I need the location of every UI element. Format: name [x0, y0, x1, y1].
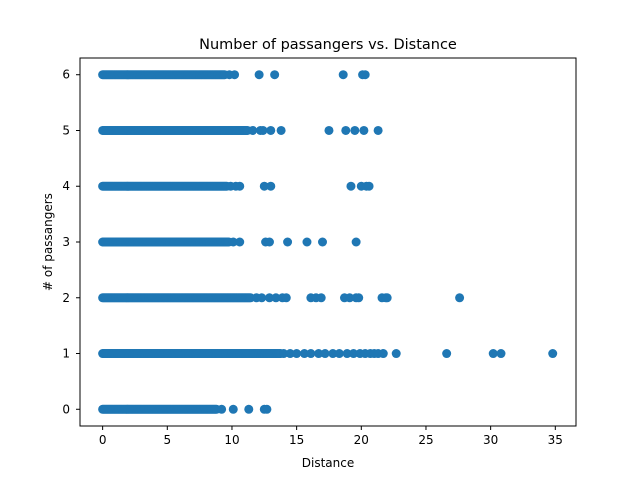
- data-point: [373, 125, 383, 135]
- data-point: [488, 349, 498, 359]
- y-tick-label: 0: [62, 402, 70, 416]
- data-point: [328, 349, 338, 359]
- data-point: [279, 349, 289, 359]
- data-point: [276, 125, 286, 135]
- data-point: [264, 237, 274, 247]
- data-point: [306, 349, 316, 359]
- x-tick-label: 10: [224, 433, 239, 447]
- data-point: [442, 349, 452, 359]
- data-point: [350, 125, 360, 135]
- data-point: [354, 293, 364, 303]
- x-tick-label: 15: [289, 433, 304, 447]
- data-point: [292, 349, 302, 359]
- data-point: [302, 237, 312, 247]
- x-tick-label: 30: [483, 433, 498, 447]
- data-point: [281, 293, 291, 303]
- data-point: [299, 349, 309, 359]
- data-point: [266, 181, 276, 191]
- x-tick-label: 20: [354, 433, 369, 447]
- data-point: [351, 237, 361, 247]
- y-tick-label: 6: [62, 68, 70, 82]
- y-tick-label: 1: [62, 347, 70, 361]
- y-tick-label: 4: [62, 179, 70, 193]
- data-point: [257, 293, 267, 303]
- x-tick-label: 35: [548, 433, 563, 447]
- data-point: [364, 181, 374, 191]
- data-point: [258, 125, 268, 135]
- data-point: [318, 237, 327, 247]
- data-point: [248, 125, 258, 135]
- data-point: [548, 349, 558, 359]
- data-point: [230, 70, 240, 80]
- data-point: [346, 181, 356, 191]
- data-point: [338, 70, 348, 80]
- data-point: [228, 404, 238, 414]
- data-point: [320, 349, 330, 359]
- data-point: [270, 70, 280, 80]
- data-point: [341, 125, 351, 135]
- data-point: [262, 404, 272, 414]
- data-point: [391, 349, 401, 359]
- data-point: [345, 293, 355, 303]
- data-point: [271, 293, 281, 303]
- y-axis-ticks: 0 1 2 3 4 5 6: [62, 68, 80, 416]
- x-tick-label: 5: [163, 433, 171, 447]
- data-point: [359, 125, 369, 135]
- data-point: [342, 349, 352, 359]
- x-axis-ticks: 0 5 10 15 20 25 30 35: [99, 426, 563, 447]
- data-point: [217, 404, 227, 414]
- y-axis-label: # of passangers: [41, 193, 55, 291]
- data-point: [455, 293, 465, 303]
- data-point: [235, 237, 245, 247]
- data-point: [324, 125, 334, 135]
- data-point: [254, 70, 264, 80]
- data-point: [496, 349, 506, 359]
- chart-title: Number of passangers vs. Distance: [199, 37, 457, 53]
- x-tick-label: 0: [99, 433, 107, 447]
- data-point: [259, 181, 269, 191]
- data-point: [349, 349, 359, 359]
- y-tick-label: 2: [62, 291, 70, 305]
- x-axis-label: Distance: [302, 456, 354, 470]
- data-point: [244, 404, 254, 414]
- data-point: [235, 181, 245, 191]
- data-point: [314, 349, 324, 359]
- x-tick-label: 25: [418, 433, 433, 447]
- data-point: [316, 293, 326, 303]
- data-point: [360, 70, 370, 80]
- data-point: [228, 237, 238, 247]
- data-points: [98, 70, 558, 414]
- data-point: [264, 293, 274, 303]
- data-point: [266, 125, 276, 135]
- data-point: [378, 349, 388, 359]
- data-point: [382, 293, 392, 303]
- y-tick-label: 5: [62, 123, 70, 137]
- data-point: [285, 349, 295, 359]
- y-tick-label: 3: [62, 235, 70, 249]
- data-point: [283, 237, 293, 247]
- data-point: [334, 349, 344, 359]
